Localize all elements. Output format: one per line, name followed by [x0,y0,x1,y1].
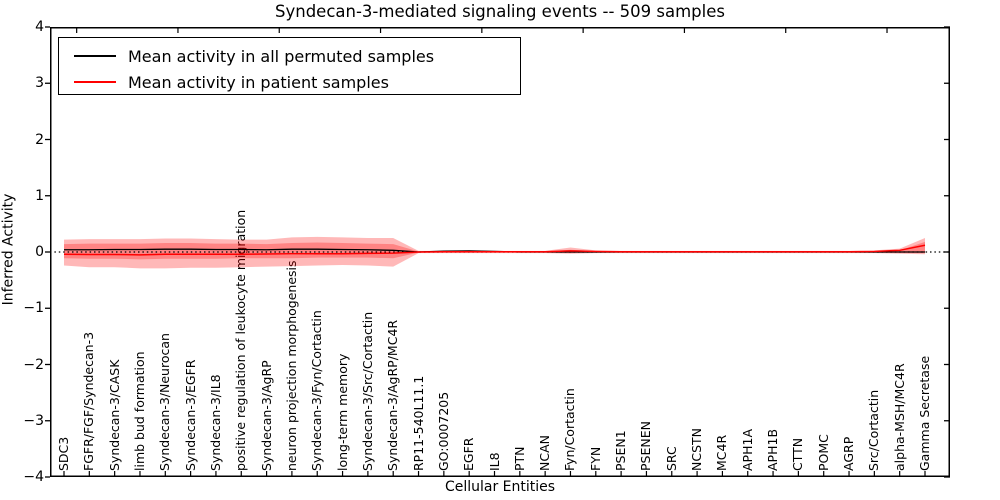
y-tick-label: 3 [35,75,44,92]
series-line-patient [63,244,926,256]
y-tick-label: −1 [23,300,44,317]
legend-item-permuted: Mean activity in all permuted samples [59,44,520,68]
plot-area [45,26,950,478]
y-tick-label: 1 [35,187,44,204]
y-tick-label: 0 [35,244,44,260]
legend-item-patient: Mean activity in patient samples [59,70,520,94]
activity-envelope-inner [64,241,925,260]
legend-line-sample-red [74,81,116,83]
y-tick-label: −4 [23,469,44,485]
legend-label-permuted: Mean activity in all permuted samples [128,46,435,66]
legend-label-patient: Mean activity in patient samples [128,72,389,92]
legend: Mean activity in all permuted samples Me… [58,37,521,95]
y-tick-label: 2 [35,131,44,148]
y-tick-label: −3 [23,412,44,429]
y-tick-label: 4 [35,19,44,35]
x-axis-label: Cellular Entities [444,479,556,495]
chart-title: Syndecan-3-mediated signaling events -- … [275,2,725,21]
legend-line-sample-black [74,55,116,57]
y-tick-label: −2 [23,356,44,373]
